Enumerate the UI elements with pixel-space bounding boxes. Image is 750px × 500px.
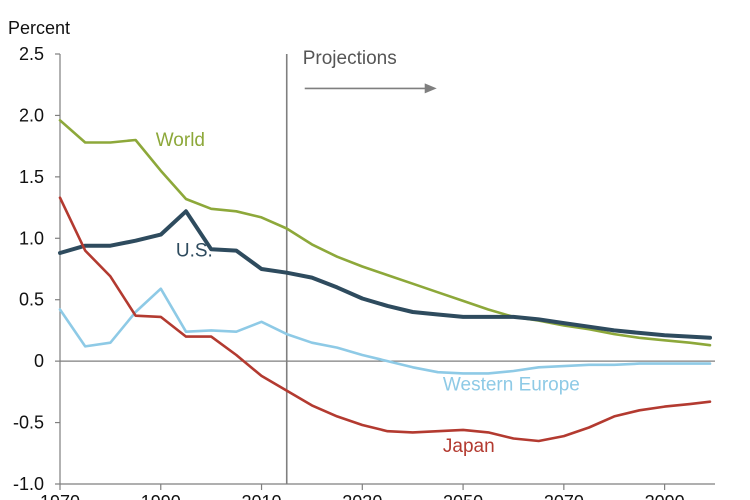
x-tick-label: 2070 <box>544 492 584 500</box>
x-tick-label: 1990 <box>141 492 181 500</box>
y-tick-labels: 2.5 2.0 1.5 1.0 0.5 0 -0.5 -1.0 <box>13 44 60 494</box>
x-tick-labels: 1970 1990 2010 2030 2050 2070 2090 <box>40 484 685 500</box>
series-line-world <box>58 119 712 347</box>
y-tick-label: -0.5 <box>13 413 44 433</box>
y-axis-title: Percent <box>8 18 70 38</box>
series-label-world: World <box>156 130 205 151</box>
series-label-japan: Japan <box>443 436 495 457</box>
x-tick-label: 2010 <box>242 492 282 500</box>
x-tick-label: 2050 <box>443 492 483 500</box>
projection-arrowhead <box>424 83 437 94</box>
x-tick-label: 2090 <box>645 492 685 500</box>
series-line-western-europe <box>58 287 712 375</box>
y-tick-label: 0.5 <box>19 290 44 310</box>
x-tick-label: 1970 <box>40 492 80 500</box>
series-labels: World U.S. Western Europe Japan <box>156 130 580 457</box>
series-line-japan <box>58 196 712 443</box>
y-tick-label: 1.5 <box>19 167 44 187</box>
y-tick-label: 2.5 <box>19 44 44 64</box>
y-tick-label: 1.0 <box>19 228 44 248</box>
plot-frame <box>59 54 715 485</box>
series-label-u-s: U.S. <box>176 241 213 262</box>
y-tick-label: -1.0 <box>13 474 44 494</box>
y-tick-label: 0 <box>34 351 44 371</box>
projection-label: Projections <box>303 48 397 69</box>
series-label-western-europe: Western Europe <box>443 375 580 396</box>
series-lines <box>58 119 712 443</box>
y-tick-label: 2.0 <box>19 105 44 125</box>
projection-marker: Projections <box>285 48 437 484</box>
series-line-u-s <box>58 209 712 340</box>
x-tick-label: 2030 <box>342 492 382 500</box>
